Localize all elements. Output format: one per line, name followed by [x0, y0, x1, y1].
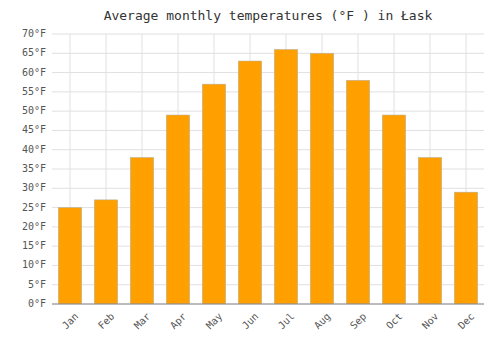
y-tick-label: 65°F — [22, 47, 46, 58]
x-tick-label: Mar — [132, 311, 153, 332]
x-tick-label: Sep — [348, 311, 369, 332]
chart-svg: 0°F 5°F 10°F 15°F 20°F 25°F 30°F 35°F 40°F 45°F 50… — [0, 0, 500, 350]
x-tick-label: Aug — [312, 311, 333, 332]
bar — [454, 192, 477, 304]
y-tick-label: 55°F — [22, 86, 46, 97]
y-grid-line — [52, 91, 484, 92]
bar — [130, 157, 153, 304]
y-tick-label: 30°F — [22, 182, 46, 193]
bar — [94, 200, 117, 304]
y-tick-label: 0°F — [28, 298, 46, 309]
y-tick-label: 15°F — [22, 240, 46, 251]
x-tick-label: Oct — [384, 311, 405, 332]
bar — [166, 115, 189, 304]
x-tick-label: Apr — [168, 311, 189, 332]
y-tick-label: 45°F — [22, 124, 46, 135]
x-tick-label: Nov — [420, 311, 441, 332]
chart-container: 0°F 5°F 10°F 15°F 20°F 25°F 30°F 35°F 40°F 45°F 50… — [0, 0, 500, 350]
y-grid-line — [52, 304, 484, 305]
x-tick-label: Dec — [456, 311, 477, 332]
y-tick-label: 25°F — [22, 202, 46, 213]
bars — [58, 49, 477, 304]
y-grid-line — [52, 34, 484, 35]
bar — [202, 84, 225, 304]
x-tick-label: Jul — [276, 311, 297, 332]
y-tick-label: 10°F — [22, 259, 46, 270]
x-axis: Jan Feb Mar Apr May Jun Jul Aug Sep Oct Nov Dec — [52, 304, 484, 331]
bar — [346, 80, 369, 304]
bar — [310, 53, 333, 304]
bar — [382, 115, 405, 304]
bar — [238, 61, 261, 304]
bar — [418, 157, 441, 304]
x-tick-label: Feb — [96, 311, 117, 332]
y-tick-label: 70°F — [22, 28, 46, 39]
y-axis: 0°F 5°F 10°F 15°F 20°F 25°F 30°F 35°F 40°F 45°F 50… — [22, 28, 46, 309]
y-tick-label: 5°F — [28, 279, 46, 290]
y-grid-line — [52, 130, 484, 131]
bar — [274, 49, 297, 304]
y-grid-line — [52, 111, 484, 112]
x-axis-line — [52, 304, 484, 305]
x-tick-label: May — [204, 311, 225, 332]
x-tick-label: Jan — [60, 311, 81, 332]
y-grid-line — [52, 53, 484, 54]
y-grid-line — [52, 72, 484, 73]
y-tick-label: 60°F — [22, 67, 46, 78]
y-tick-label: 40°F — [22, 144, 46, 155]
title: Average monthly temperatures (°F ) in Ła… — [104, 8, 433, 23]
bar — [58, 208, 81, 304]
x-tick-label: Jun — [240, 311, 261, 332]
y-tick-label: 35°F — [22, 163, 46, 174]
grid — [52, 34, 484, 304]
y-tick-label: 50°F — [22, 105, 46, 116]
y-grid-line — [52, 149, 484, 150]
y-tick-label: 20°F — [22, 221, 46, 232]
